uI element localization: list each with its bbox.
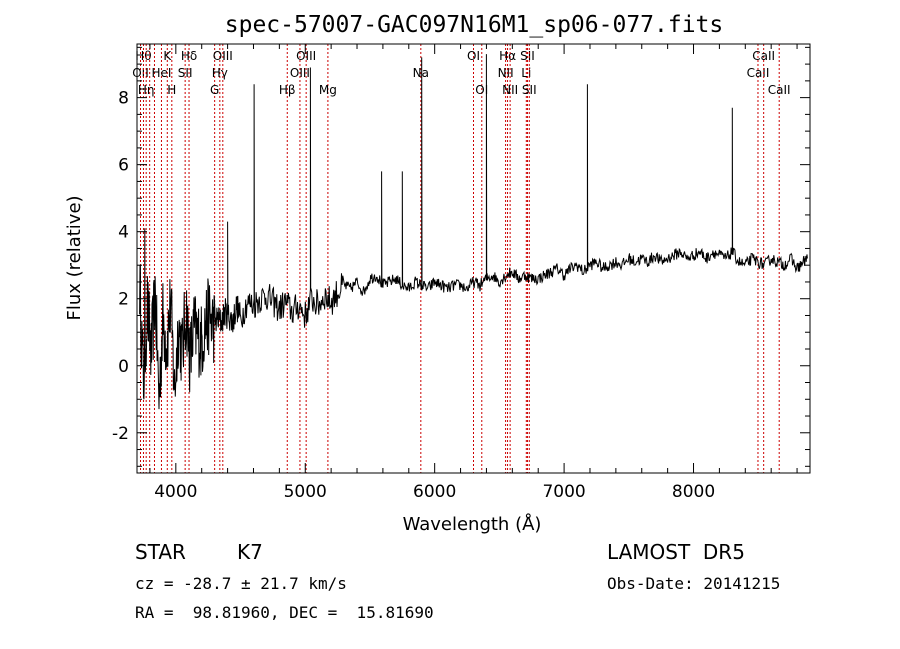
line-marker-label-16: Mg xyxy=(319,83,337,97)
redshift-readout: cz = -28.7 ± 21.7 km/s xyxy=(135,574,347,593)
line-marker-label-14: OIII xyxy=(290,66,310,80)
y-tick-label-2: 2 xyxy=(118,290,129,310)
axis-layer: 4000 5000 6000 7000 8000 -2 0 2 4 6 8 xyxy=(112,44,810,502)
line-marker-label-17: Na xyxy=(413,66,429,80)
spectrum-line xyxy=(139,54,808,410)
line-marker-label-21: Hα xyxy=(499,49,516,63)
plot-frame xyxy=(136,43,811,474)
line-marker-label-24: SII xyxy=(520,49,535,63)
object-class: STAR xyxy=(135,540,186,564)
y-tick-label-3: 4 xyxy=(118,223,129,243)
line-marker-label-5: HeI xyxy=(151,66,171,80)
line-marker-label-22: NII xyxy=(502,83,518,97)
line-marker-label-18: OI xyxy=(467,49,480,63)
line-marker-label-11: Hγ xyxy=(212,66,228,80)
line-marker-label-28: CaII xyxy=(768,83,791,97)
line-marker-label-10: G xyxy=(210,83,219,97)
line-marker-layer: OIIHθHηHeIKHSIIHδGHγOIIIHβOIIIOIIIMgNaOI… xyxy=(132,44,791,473)
y-tick-label-1: 0 xyxy=(118,357,129,377)
y-axis-label: Flux (relative) xyxy=(64,195,85,320)
x-axis-label: Wavelength (Å) xyxy=(403,513,542,535)
object-subclass: K7 xyxy=(237,540,263,564)
line-marker-label-9: Hδ xyxy=(181,49,197,63)
line-marker-label-15: OIII xyxy=(296,49,316,63)
y-tick-label-5: 8 xyxy=(118,89,129,109)
line-marker-label-27: CaII xyxy=(752,49,775,63)
x-tick-label-0: 4000 xyxy=(154,482,197,502)
survey-name: LAMOST DR5 xyxy=(607,540,745,564)
line-marker-label-23: Li xyxy=(521,66,531,80)
spectrum-layer xyxy=(139,54,808,410)
line-marker-label-8: SII xyxy=(178,66,193,80)
x-tick-label-1: 5000 xyxy=(284,482,327,502)
x-tick-label-2: 6000 xyxy=(413,482,456,502)
line-marker-label-13: Hβ xyxy=(279,83,296,97)
line-marker-label-12: OIII xyxy=(213,49,233,63)
x-tick-label-4: 8000 xyxy=(672,482,715,502)
line-marker-label-20: NII xyxy=(498,66,514,80)
line-marker-label-1: Hθ xyxy=(135,49,151,63)
obs-date: Obs-Date: 20141215 xyxy=(607,574,781,593)
line-marker-label-7: H xyxy=(167,83,176,97)
y-tick-label-0: -2 xyxy=(112,424,129,444)
line-marker-label-0: OII xyxy=(132,66,149,80)
line-marker-label-6: K xyxy=(163,49,172,63)
line-marker-label-2: Hη xyxy=(138,83,155,97)
line-marker-label-25: SII xyxy=(522,83,537,97)
coordinates-readout: RA = 98.81960, DEC = 15.81690 xyxy=(135,603,434,622)
y-tick-label-4: 6 xyxy=(118,156,129,176)
line-marker-label-19: OI xyxy=(475,83,488,97)
line-marker-label-26: CaII xyxy=(747,66,770,80)
chart-title: spec-57007-GAC097N16M1_sp06-077.fits xyxy=(225,12,724,38)
x-tick-label-3: 7000 xyxy=(542,482,585,502)
